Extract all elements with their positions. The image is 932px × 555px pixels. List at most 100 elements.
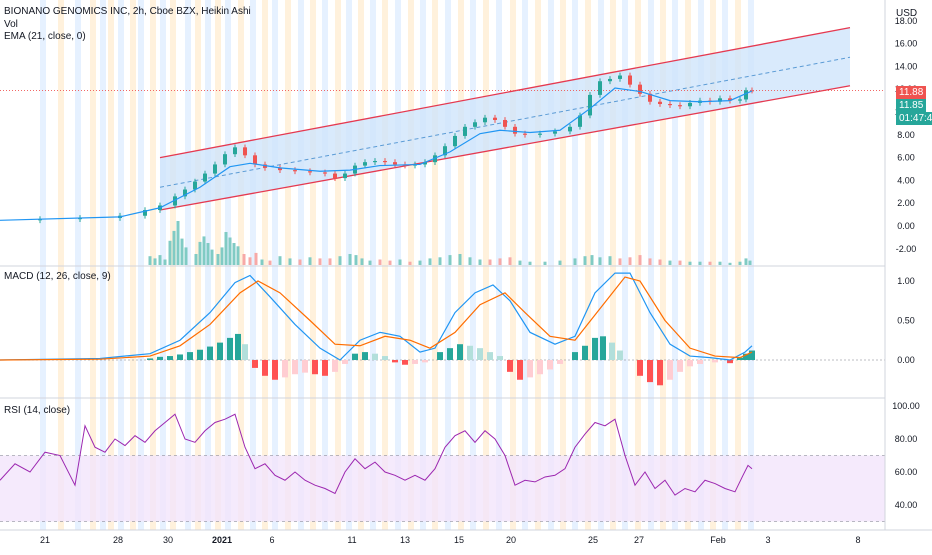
volume-bar: [210, 249, 214, 265]
macd-histogram-bar: [697, 360, 703, 364]
macd-histogram-bar: [177, 354, 183, 360]
candle: [588, 94, 592, 116]
session-band: [58, 0, 64, 530]
candle: [750, 90, 754, 92]
macd-histogram-bar: [667, 360, 673, 380]
session-band: [40, 0, 46, 530]
volume-bar: [428, 258, 432, 265]
candle: [718, 98, 722, 102]
session-band: [445, 0, 451, 530]
volume-bar: [308, 257, 312, 265]
time-tick-label: 6: [269, 535, 274, 545]
candle: [453, 135, 457, 147]
candle: [668, 104, 672, 106]
macd-histogram-bar: [617, 350, 623, 360]
session-band: [548, 0, 554, 530]
volume-bar: [708, 261, 712, 265]
volume-bar: [408, 261, 412, 265]
session-band: [250, 0, 256, 530]
volume-bar: [378, 259, 382, 265]
volume-bar: [338, 256, 342, 265]
candle: [253, 155, 257, 165]
macd-histogram-bar: [537, 360, 543, 375]
macd-histogram-bar: [547, 360, 553, 370]
session-band: [272, 0, 278, 530]
time-tick-label: 3: [765, 535, 770, 545]
candle: [598, 81, 602, 95]
price-tick-label: -2.00: [896, 244, 917, 254]
volume-bar: [658, 259, 662, 265]
volume-bar: [608, 256, 612, 265]
volume-bar: [628, 257, 632, 265]
volume-bar: [254, 252, 258, 265]
candle: [728, 98, 732, 101]
session-band: [285, 0, 291, 530]
volume-bar: [194, 254, 198, 265]
macd-histogram-bar: [292, 360, 298, 375]
macd-histogram-bar: [647, 360, 653, 383]
time-tick-label: 15: [454, 535, 464, 545]
volume-bar: [328, 258, 332, 265]
candle: [373, 161, 377, 163]
volume-bar: [232, 243, 236, 265]
macd-histogram-bar: [687, 360, 693, 367]
time-tick-label: 8: [855, 535, 860, 545]
time-tick-label: Feb: [710, 535, 726, 545]
time-tick-label: 28: [113, 535, 123, 545]
volume-bar: [438, 257, 442, 265]
macd-histogram-bar: [447, 348, 453, 360]
volume-bar: [236, 246, 240, 265]
candle: [223, 154, 227, 165]
session-band: [510, 0, 516, 530]
volume-bar: [718, 261, 722, 265]
volume-bar: [668, 260, 672, 265]
volume-bar: [158, 255, 162, 265]
signal-line: [0, 276, 753, 361]
volume-bar: [543, 261, 547, 265]
candle: [678, 105, 682, 107]
volume-bar: [163, 259, 167, 265]
macd-histogram-bar: [217, 342, 223, 360]
price-tick-label: 14.00: [895, 61, 918, 71]
candle: [744, 90, 748, 100]
candle: [203, 173, 207, 182]
macd-histogram-bar: [272, 360, 278, 380]
rsi-legend: RSI (14, close): [4, 405, 71, 416]
session-band: [225, 0, 231, 530]
session-band: [420, 0, 426, 530]
session-band: [432, 0, 438, 530]
candle: [278, 167, 282, 171]
time-tick-label: 11: [347, 535, 356, 545]
macd-histogram-bar: [422, 360, 428, 363]
macd-histogram-bar: [402, 360, 408, 365]
macd-legend: MACD (12, 26, close, 9): [4, 271, 111, 282]
ema-price-badge: 11.85: [896, 99, 927, 112]
macd-histogram-bar: [342, 360, 348, 364]
candle: [688, 102, 692, 107]
candle: [618, 75, 622, 79]
candle: [233, 147, 237, 155]
volume-bar: [678, 260, 682, 265]
macd-tick-label: 0.00: [897, 355, 915, 365]
volume-bar: [583, 256, 587, 265]
session-band: [195, 0, 201, 530]
candle: [463, 126, 467, 136]
price-tick-label: 18.00: [895, 16, 918, 26]
volume-bar: [458, 254, 462, 265]
macd-histogram-bar: [412, 360, 418, 364]
volume-bar: [348, 254, 352, 265]
candle: [173, 196, 177, 206]
candle: [493, 117, 497, 120]
session-band: [335, 0, 341, 530]
volume-bar: [618, 258, 622, 265]
price-tick-label: 0.00: [897, 221, 915, 231]
volume-bar: [398, 259, 402, 265]
macd-line: [0, 272, 753, 361]
macd-histogram-bar: [572, 352, 578, 360]
macd-histogram-bar: [332, 360, 338, 372]
volume-bar: [360, 258, 364, 265]
candle: [658, 101, 662, 105]
candle: [538, 133, 542, 135]
chart-title: BIONANO GENOMICS INC, 2h, Cboe BZX, Heik…: [4, 6, 251, 17]
